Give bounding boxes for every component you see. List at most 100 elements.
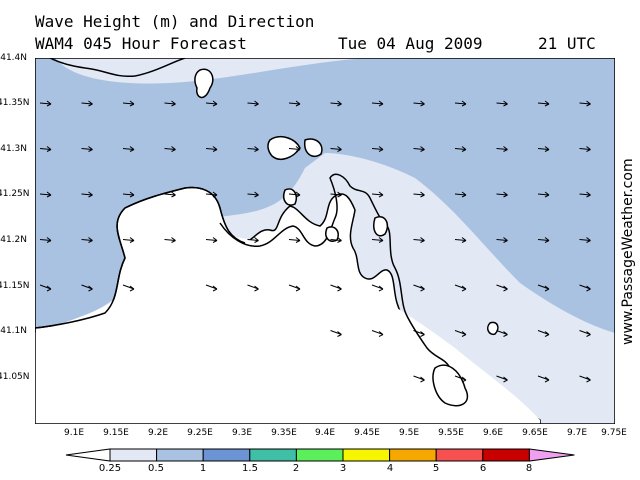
wave-arrow xyxy=(579,237,591,243)
wave-arrow xyxy=(579,375,591,383)
legend-swatch xyxy=(156,448,204,462)
wave-arrow xyxy=(81,191,93,198)
land-sardinia xyxy=(35,236,540,424)
lon-label: 9.65E xyxy=(522,428,548,438)
model-forecast-label: WAM4 045 Hour Forecast xyxy=(35,34,247,53)
legend-swatch xyxy=(109,448,158,462)
wave-map xyxy=(35,58,615,424)
legend-swatch xyxy=(249,448,297,462)
legend-swatch xyxy=(528,448,575,462)
legend-label: 3 xyxy=(339,463,347,474)
lon-label: 9.4E xyxy=(315,428,335,438)
wave-arrow xyxy=(413,375,425,383)
wave-arrow xyxy=(371,191,384,198)
lon-label: 9.25E xyxy=(187,428,213,438)
wave-arrow xyxy=(247,237,259,243)
island xyxy=(194,68,214,99)
island xyxy=(432,364,469,407)
wave-arrow xyxy=(579,100,591,107)
forecast-time: 21 UTC xyxy=(538,34,596,53)
lon-label: 9.2E xyxy=(148,428,168,438)
wave-arrow xyxy=(454,237,467,243)
wave-arrow xyxy=(371,284,384,292)
lon-label: 9.45E xyxy=(354,428,380,438)
island xyxy=(267,136,301,160)
wave-arrow xyxy=(205,100,218,107)
wave-arrow xyxy=(579,330,591,337)
wave-arrow xyxy=(81,100,93,107)
wave-arrow xyxy=(537,191,550,198)
legend-label: 0.25 xyxy=(98,463,122,474)
wave-arrow xyxy=(288,100,301,107)
legend-swatch xyxy=(295,448,344,462)
legend-label: 2 xyxy=(292,463,300,474)
wave-arrow xyxy=(122,284,135,292)
coastline-sardinia-north xyxy=(219,173,451,369)
wave-arrow xyxy=(454,191,467,198)
wave-arrow xyxy=(496,330,508,337)
wave-arrow xyxy=(39,284,52,292)
lon-label: 9.7E xyxy=(567,428,587,438)
wave-arrow xyxy=(330,146,342,152)
wave-arrow xyxy=(579,284,591,292)
legend-label: 4 xyxy=(386,463,394,474)
wave-arrow xyxy=(537,237,550,243)
wave-arrow xyxy=(454,375,467,383)
lon-label: 9.15E xyxy=(103,428,129,438)
wave-arrow xyxy=(371,330,384,337)
wave-arrow xyxy=(496,100,508,107)
legend-label: 8 xyxy=(525,463,533,474)
wave-arrow xyxy=(330,191,342,198)
wave-arrow xyxy=(371,237,384,243)
wave-arrow xyxy=(330,237,342,243)
lat-label: 41.4N xyxy=(0,53,27,63)
legend-label: 1 xyxy=(199,463,207,474)
wave-arrow xyxy=(39,100,52,107)
wave-arrow xyxy=(81,146,93,152)
wave-arrow xyxy=(413,330,425,337)
wave-arrow xyxy=(205,284,218,292)
lon-label: 9.3E xyxy=(232,428,252,438)
coastline-corsica xyxy=(35,186,246,329)
island xyxy=(325,226,339,242)
wave-arrow xyxy=(413,237,425,243)
wave-arrow xyxy=(413,284,425,292)
wave-arrow xyxy=(122,146,135,152)
wave-arrow xyxy=(39,146,52,152)
wave-arrow xyxy=(247,100,259,107)
wave-arrow xyxy=(537,330,550,337)
island xyxy=(283,188,297,206)
lat-label: 41.1N xyxy=(0,326,27,336)
wave-arrow xyxy=(454,100,467,107)
wave-arrow xyxy=(122,191,135,198)
wave-arrow xyxy=(39,237,52,243)
wave-arrow xyxy=(413,191,425,198)
wave-arrow xyxy=(164,100,176,107)
map-title: Wave Height (m) and Direction xyxy=(35,12,315,31)
legend-swatch xyxy=(435,448,484,462)
wave-arrow xyxy=(330,284,342,292)
wave-arrow xyxy=(537,284,550,292)
wave-arrow xyxy=(496,284,508,292)
wave-arrow xyxy=(496,191,508,198)
lon-label: 9.55E xyxy=(438,428,464,438)
legend-swatch xyxy=(342,448,391,462)
wave-arrow xyxy=(330,330,342,337)
wave-arrow xyxy=(454,146,467,152)
legend-label: 1.5 xyxy=(242,463,258,474)
legend-label: 6 xyxy=(479,463,487,474)
lon-label: 9.1E xyxy=(64,428,84,438)
lon-label: 9.75E xyxy=(601,428,627,438)
forecast-date: Tue 04 Aug 2009 xyxy=(338,34,483,53)
wave-arrow xyxy=(371,146,384,152)
watermark-text: www.PassageWeather.com xyxy=(620,158,636,345)
lat-label: 41.15N xyxy=(0,281,30,291)
wave-arrow xyxy=(288,191,301,198)
wave-arrow xyxy=(164,191,176,198)
lon-label: 9.35E xyxy=(271,428,297,438)
lat-label: 41.3N xyxy=(0,144,27,154)
island xyxy=(304,138,323,158)
wave-arrow xyxy=(454,330,467,337)
wave-arrow xyxy=(39,191,52,198)
wave-arrow xyxy=(371,100,384,107)
